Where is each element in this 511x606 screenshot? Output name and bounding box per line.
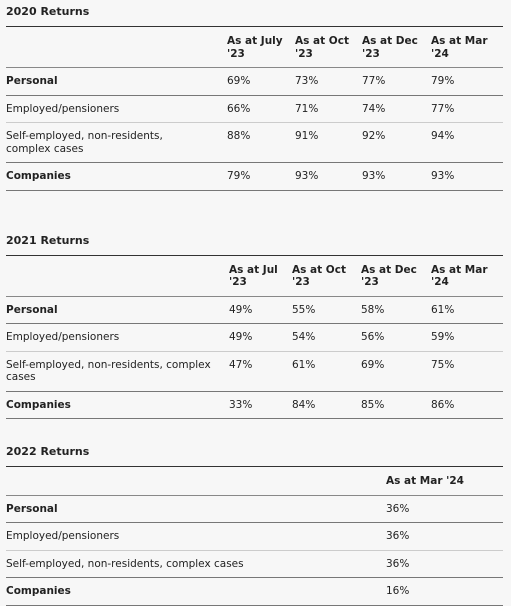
cell-value: 49% <box>229 303 253 316</box>
cell-value: 88% <box>227 130 251 142</box>
row-label: Self-employed, non-residents, complex ca… <box>6 358 211 384</box>
cell-value: 79% <box>431 75 455 87</box>
column-header: As at July '23 <box>227 35 283 60</box>
header-spacer <box>6 264 229 289</box>
cell-value: 75% <box>431 358 455 371</box>
header-row: As at Mar '24 <box>6 467 503 496</box>
header-row: As at Jul '23 As at Oct '23 As at Dec '23 A… <box>6 256 503 297</box>
cell-value: 71% <box>295 102 319 115</box>
cell-value: 47% <box>229 358 253 371</box>
cell-value: 61% <box>431 303 455 316</box>
column-header: As at Mar '24 <box>431 35 488 60</box>
cell-value: 77% <box>431 102 455 115</box>
row-label: Employed/pensioners <box>6 331 120 343</box>
section: 2022 Returns As at Mar '24 Personal 36% Empl… <box>6 440 511 606</box>
cell-value: 77% <box>362 75 386 87</box>
section-title: 2020 Returns <box>6 5 90 18</box>
section-title: 2021 Returns <box>6 233 90 247</box>
table-row: Employed/pensioners 66% 71% 74% 77% <box>6 96 503 123</box>
column-header: As at Dec '23 <box>361 263 417 289</box>
row-label: Employed/pensioners <box>6 102 120 115</box>
row-label: Companies <box>6 585 71 597</box>
column-header: As at Oct '23 <box>292 263 346 289</box>
table-row: Personal 69% 73% 77% 79% <box>6 68 503 96</box>
table-row: Employed/pensioners 36% <box>6 523 503 551</box>
cell-value: 49% <box>229 331 253 343</box>
table: As at Mar '24 Personal 36% Employed/pension… <box>6 466 503 606</box>
cell-value: 84% <box>292 398 316 411</box>
cell-value: 94% <box>431 130 455 142</box>
table-row: Personal 49% 55% 58% 61% <box>6 297 503 324</box>
column-header: As at Oct '23 <box>295 35 349 60</box>
table: As at July '23 As at Oct '23 As at Dec '23… <box>6 26 503 191</box>
cell-value: 93% <box>362 170 386 182</box>
cell-value: 36% <box>386 530 410 542</box>
row-label: Companies <box>6 398 71 411</box>
row-label: Personal <box>6 303 58 316</box>
cell-value: 69% <box>227 75 251 87</box>
cell-value: 93% <box>431 170 455 182</box>
cell-value: 36% <box>386 557 410 570</box>
section: 2020 Returns As at July '23 As at Oct '23 A… <box>6 0 511 191</box>
row-label: Employed/pensioners <box>6 530 120 542</box>
cell-value: 93% <box>295 170 319 182</box>
table-row: Companies 16% <box>6 578 503 606</box>
cell-value: 69% <box>361 358 385 371</box>
table-row: Employed/pensioners 49% 54% 56% 59% <box>6 324 503 352</box>
row-label: Personal <box>6 502 58 515</box>
row-label: Self-employed, non-residents, complex ca… <box>6 557 244 570</box>
cell-value: 16% <box>386 585 410 597</box>
table-row: Self-employed, non-residents, complex ca… <box>6 123 503 163</box>
cell-value: 56% <box>361 331 385 343</box>
cell-value: 33% <box>229 398 253 411</box>
table-row: Companies 33% 84% 85% 86% <box>6 392 503 419</box>
column-header: As at Dec '23 <box>362 35 418 60</box>
cell-value: 58% <box>361 303 385 316</box>
cell-value: 66% <box>227 102 251 115</box>
cell-value: 59% <box>431 331 455 343</box>
column-header: As at Jul '23 <box>229 263 278 289</box>
section: 2021 Returns As at Jul '23 As at Oct '23 As… <box>6 229 511 419</box>
cell-value: 86% <box>431 398 455 411</box>
cell-value: 92% <box>362 130 386 142</box>
cell-value: 61% <box>292 358 316 371</box>
cell-value: 54% <box>292 331 316 343</box>
cell-value: 79% <box>227 170 251 182</box>
table-row: Self-employed, non-residents, complex ca… <box>6 551 503 578</box>
row-label: Personal <box>6 75 58 87</box>
cell-value: 91% <box>295 130 319 142</box>
header-spacer <box>6 475 386 488</box>
header-row: As at July '23 As at Oct '23 As at Dec '23… <box>6 27 503 68</box>
row-label: Companies <box>6 170 71 182</box>
table-row: Companies 79% 93% 93% 93% <box>6 163 503 191</box>
table-row: Self-employed, non-residents, complex ca… <box>6 352 503 392</box>
cell-value: 55% <box>292 303 316 316</box>
section-title: 2022 Returns <box>6 445 90 458</box>
cell-value: 85% <box>361 398 385 411</box>
cell-value: 74% <box>362 102 386 115</box>
table: As at Jul '23 As at Oct '23 As at Dec '23 A… <box>6 254 503 419</box>
table-row: Personal 36% <box>6 496 503 523</box>
column-header: As at Mar '24 <box>386 475 464 487</box>
column-header: As at Mar '24 <box>431 263 488 289</box>
cell-value: 36% <box>386 502 410 515</box>
row-label: Self-employed, non-residents, complex ca… <box>6 130 163 155</box>
cell-value: 73% <box>295 75 319 87</box>
header-spacer <box>6 35 227 60</box>
